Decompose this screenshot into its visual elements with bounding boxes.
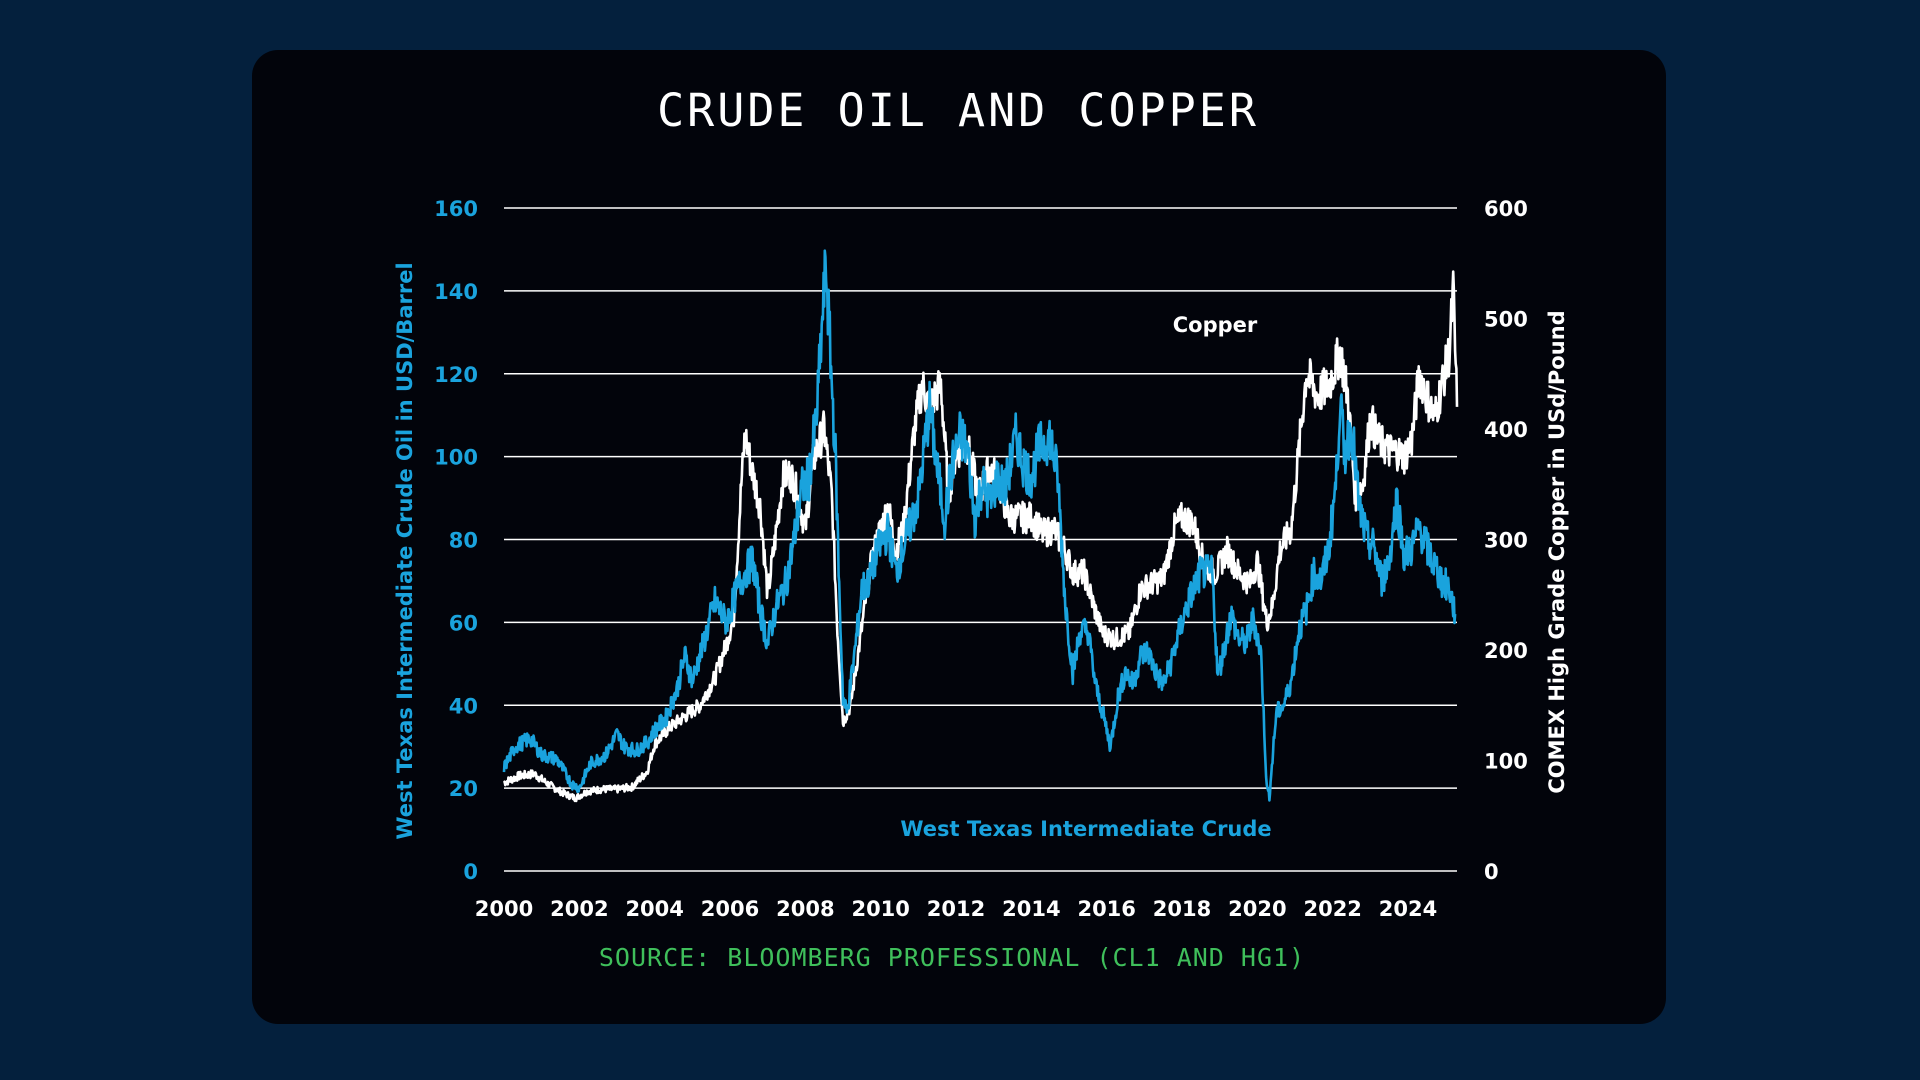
series-label-copper: Copper <box>1173 313 1258 337</box>
y-left-tick-label: 20 <box>449 777 478 801</box>
y-right-tick-label: 300 <box>1484 529 1528 553</box>
x-tick-label: 2018 <box>1153 897 1211 921</box>
series-line-copper <box>502 270 1459 803</box>
chart-card <box>252 50 1666 1024</box>
y-left-tick-label: 60 <box>449 611 478 635</box>
y-left-tick-label: 160 <box>434 197 478 221</box>
y-right-tick-label: 600 <box>1484 197 1528 221</box>
y-left-tick-label: 100 <box>434 446 478 470</box>
x-tick-label: 2012 <box>927 897 985 921</box>
y-left-tick-label: 80 <box>449 529 478 553</box>
y-right-tick-label: 200 <box>1484 639 1528 663</box>
y-left-tick-label: 0 <box>463 860 478 884</box>
grid-layer <box>504 207 1457 872</box>
x-tick-label: 2016 <box>1077 897 1135 921</box>
chart-source: SOURCE: BLOOMBERG PROFESSIONAL (CL1 AND … <box>599 943 1305 972</box>
y-right-tick-label: 0 <box>1484 860 1499 884</box>
y-left-tick-label: 40 <box>449 694 478 718</box>
x-tick-label: 2014 <box>1002 897 1060 921</box>
y-right-tick-label: 500 <box>1484 308 1528 332</box>
y-axis-left-label: West Texas Intermediate Crude Oil in USD… <box>393 262 417 839</box>
series-line-oil <box>502 249 1457 802</box>
x-tick-label: 2008 <box>776 897 834 921</box>
x-tick-label: 2022 <box>1303 897 1361 921</box>
x-tick-label: 2010 <box>851 897 909 921</box>
series-label-oil: West Texas Intermediate Crude <box>900 817 1271 841</box>
chart-title: CRUDE OIL AND COPPER <box>657 84 1259 137</box>
x-tick-label: 2024 <box>1379 897 1437 921</box>
x-tick-label: 2020 <box>1228 897 1286 921</box>
y-left-tick-label: 120 <box>434 363 478 387</box>
x-tick-label: 2002 <box>550 897 608 921</box>
y-right-tick-label: 100 <box>1484 750 1528 774</box>
y-right-tick-label: 400 <box>1484 418 1528 442</box>
y-axis-right-label: COMEX High Grade Copper in USd/Pound <box>1545 310 1569 793</box>
x-tick-label: 2000 <box>475 897 533 921</box>
x-tick-label: 2004 <box>625 897 683 921</box>
series-layer <box>502 249 1459 803</box>
ticks-layer: 0 20 40 60 80 100 120 140 160 0 100 200 300 400 500 600… <box>434 197 1528 921</box>
y-left-tick-label: 140 <box>434 280 478 304</box>
x-tick-label: 2006 <box>701 897 759 921</box>
